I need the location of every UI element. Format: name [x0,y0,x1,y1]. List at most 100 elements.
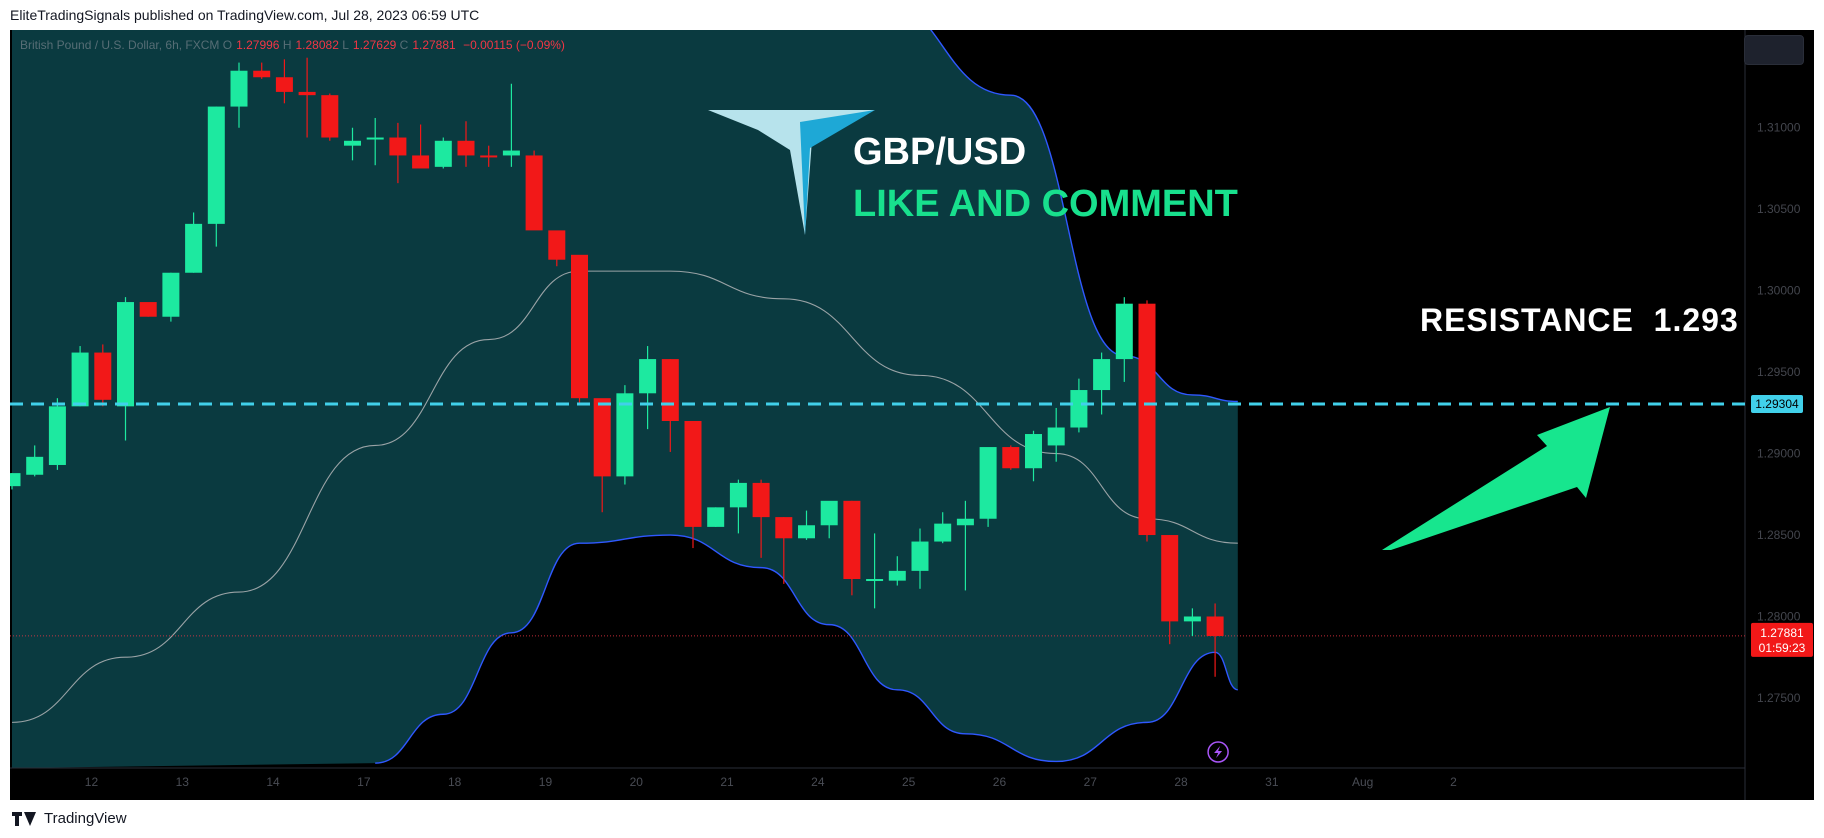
candle [10,473,21,490]
candle [707,507,725,527]
close-label: C [399,38,409,52]
candle [548,230,566,267]
candle [185,212,203,273]
candle [1183,608,1201,637]
y-tick-label: 1.29000 [1757,447,1801,461]
candle [729,479,747,534]
candle-body [956,518,974,526]
candle-body [684,420,702,527]
x-tick-label: 25 [902,775,916,789]
candle-body [639,359,657,394]
candle [480,145,498,167]
x-tick-label: 24 [811,775,825,789]
x-tick-label: 12 [85,775,99,789]
y-tick-label: 1.28000 [1757,609,1801,623]
overlay-title: GBP/USD [853,131,1026,173]
x-tick-label: 31 [1265,775,1279,789]
candle-body [94,352,112,400]
lightning-glyph [1214,746,1223,758]
last-price-tag [1751,622,1813,657]
countdown-tag-text: 01:59:23 [1759,641,1806,655]
close-value: 1.27881 [412,38,456,52]
candle [230,62,248,128]
candle-body [117,302,134,407]
candle-body [1183,616,1201,622]
chart-area[interactable]: GBP/USD LIKE AND COMMENT RESISTANCE 1.293 1… [10,30,1814,800]
candle-body [230,70,248,107]
candle [1115,297,1133,382]
candle [344,127,361,161]
brand-logo-icon [708,110,875,235]
candle-body [185,223,203,273]
resistance-label: RESISTANCE 1.293 [1420,302,1739,338]
candle [71,346,89,407]
candle [956,500,974,591]
bollinger-lower-line [375,534,1239,764]
x-tick-label: 26 [993,775,1007,789]
candle-body [480,155,498,158]
candle [366,117,384,166]
resistance-price-tag [1751,395,1803,414]
tradingview-logo-icon [12,811,38,826]
candle-body [162,272,180,317]
last-price-tag-text: 1.27881 [1760,626,1804,640]
candle [1138,300,1156,542]
candle [48,398,66,470]
x-tick-label: 19 [539,775,553,789]
high-value: 1.28082 [295,38,339,52]
candle-body [1161,535,1179,622]
candle [888,556,906,586]
candle [684,420,702,549]
open-label: O [222,38,233,52]
candle-body [389,137,407,156]
candle-body [1206,616,1224,637]
chart-menu-button[interactable] [1744,35,1804,65]
candle-body [775,517,793,539]
candle [94,344,112,407]
resistance-price-tag-text: 1.29304 [1755,397,1799,411]
candle [593,398,611,513]
candle-body [729,482,747,508]
x-tick-label: 21 [720,775,734,789]
candle-body [934,523,952,542]
symbol-description: British Pound / U.S. Dollar, 6h, FXCM [20,38,220,52]
candle-body [502,150,520,156]
candle-body [548,230,566,260]
candle-body [298,91,316,96]
candle [1047,407,1065,462]
candle-body [911,541,929,571]
candle [389,122,407,184]
candle [979,447,997,527]
x-tick-label: 27 [1084,775,1098,789]
candle [117,297,134,441]
candle-body [707,507,725,527]
candle [525,150,543,231]
candle [457,121,475,167]
candle [207,106,225,247]
candle-body [1138,303,1156,536]
open-value: 1.27996 [236,38,280,52]
candle-body [412,155,430,169]
candle [798,510,815,540]
candle-body [1093,359,1111,391]
candle-body [366,137,384,140]
candle-body [457,140,475,156]
candle-body [207,106,225,224]
candle-body [661,359,679,421]
candle-body [752,482,770,518]
candle-body [820,500,838,526]
candlestick-chart[interactable]: GBP/USD LIKE AND COMMENT RESISTANCE 1.293 1… [10,30,1814,800]
y-tick-label: 1.30000 [1757,284,1801,298]
candle [139,302,157,317]
y-tick-label: 1.30500 [1757,202,1801,216]
brand-logo-accent [800,110,875,235]
candle-body [275,77,293,92]
candle-body [1025,434,1042,469]
candle-body [593,398,611,477]
candle [412,124,430,169]
change-value: −0.00115 (−0.09%) [463,38,565,52]
candle-body [321,95,339,138]
candle [434,137,452,169]
candle-body [344,140,361,146]
candle [820,500,838,539]
